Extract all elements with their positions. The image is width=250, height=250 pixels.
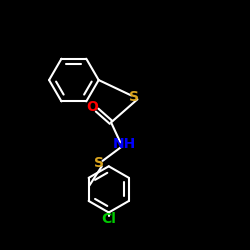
Text: S: S (94, 156, 104, 170)
Text: O: O (86, 100, 99, 114)
Text: NH: NH (112, 137, 136, 151)
Text: Cl: Cl (101, 212, 116, 226)
Text: S: S (129, 90, 139, 104)
